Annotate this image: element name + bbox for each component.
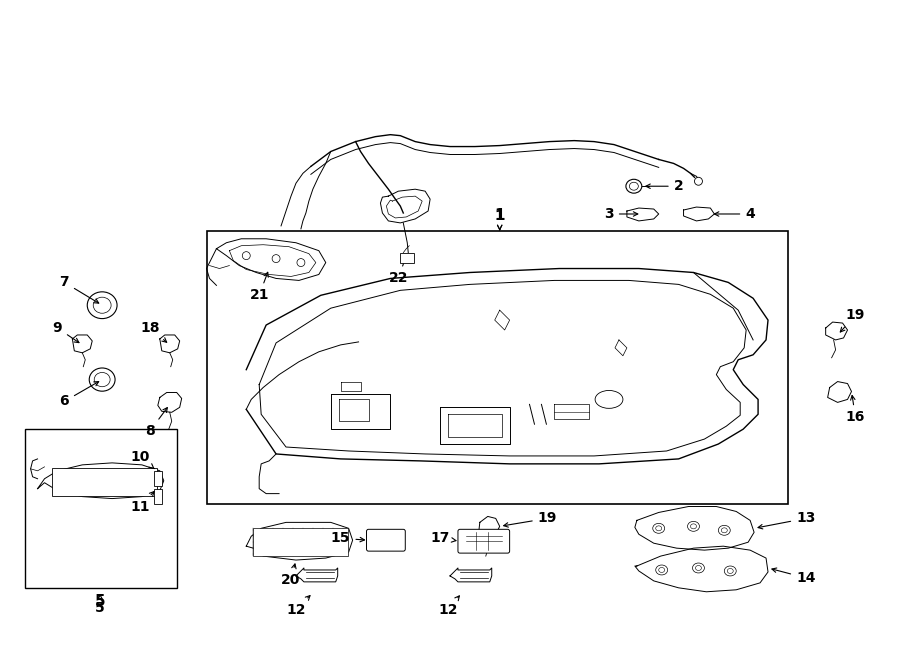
Ellipse shape — [89, 368, 115, 391]
Bar — [154, 471, 162, 486]
Text: 19: 19 — [841, 308, 865, 332]
Circle shape — [272, 254, 280, 262]
Text: 5: 5 — [95, 595, 105, 615]
Text: 19: 19 — [504, 512, 557, 527]
Ellipse shape — [94, 372, 110, 387]
Circle shape — [695, 177, 702, 185]
Ellipse shape — [595, 391, 623, 408]
Text: 8: 8 — [145, 408, 167, 438]
Ellipse shape — [690, 524, 697, 529]
Ellipse shape — [629, 182, 638, 190]
Text: 13: 13 — [758, 512, 815, 529]
Ellipse shape — [692, 563, 705, 573]
Text: 21: 21 — [249, 272, 269, 302]
Ellipse shape — [626, 179, 642, 193]
FancyBboxPatch shape — [458, 529, 509, 553]
Text: 22: 22 — [389, 256, 408, 286]
Bar — [206, 231, 788, 504]
FancyBboxPatch shape — [366, 529, 405, 551]
Ellipse shape — [688, 522, 699, 531]
Text: 4: 4 — [715, 207, 755, 221]
Text: 3: 3 — [604, 207, 638, 221]
Text: 1: 1 — [495, 209, 505, 229]
Ellipse shape — [656, 526, 662, 531]
Text: 7: 7 — [59, 276, 99, 303]
Text: 12: 12 — [438, 596, 459, 617]
Circle shape — [242, 252, 250, 260]
Ellipse shape — [721, 528, 727, 533]
Text: 16: 16 — [846, 395, 865, 424]
Circle shape — [297, 258, 305, 266]
Ellipse shape — [659, 568, 665, 572]
Text: 18: 18 — [140, 321, 166, 342]
Bar — [24, 429, 176, 588]
Ellipse shape — [724, 566, 736, 576]
Bar — [253, 528, 347, 556]
Bar — [400, 253, 414, 262]
Ellipse shape — [87, 292, 117, 319]
Ellipse shape — [718, 525, 730, 535]
Text: 14: 14 — [772, 568, 815, 585]
Text: 11: 11 — [130, 492, 154, 514]
Text: 12: 12 — [286, 596, 310, 617]
Text: 6: 6 — [59, 381, 99, 408]
Text: 15: 15 — [331, 531, 364, 545]
Ellipse shape — [94, 297, 111, 313]
Text: 17: 17 — [430, 531, 456, 545]
Ellipse shape — [727, 568, 734, 574]
Bar — [154, 488, 162, 504]
Text: 1: 1 — [494, 208, 505, 229]
Text: 5: 5 — [94, 594, 105, 609]
Ellipse shape — [652, 524, 665, 533]
Ellipse shape — [696, 566, 701, 570]
Bar — [52, 468, 157, 496]
Ellipse shape — [656, 565, 668, 575]
Text: 20: 20 — [282, 564, 301, 587]
Text: 2: 2 — [646, 179, 683, 193]
Text: 9: 9 — [52, 321, 79, 342]
Text: 10: 10 — [130, 450, 154, 469]
